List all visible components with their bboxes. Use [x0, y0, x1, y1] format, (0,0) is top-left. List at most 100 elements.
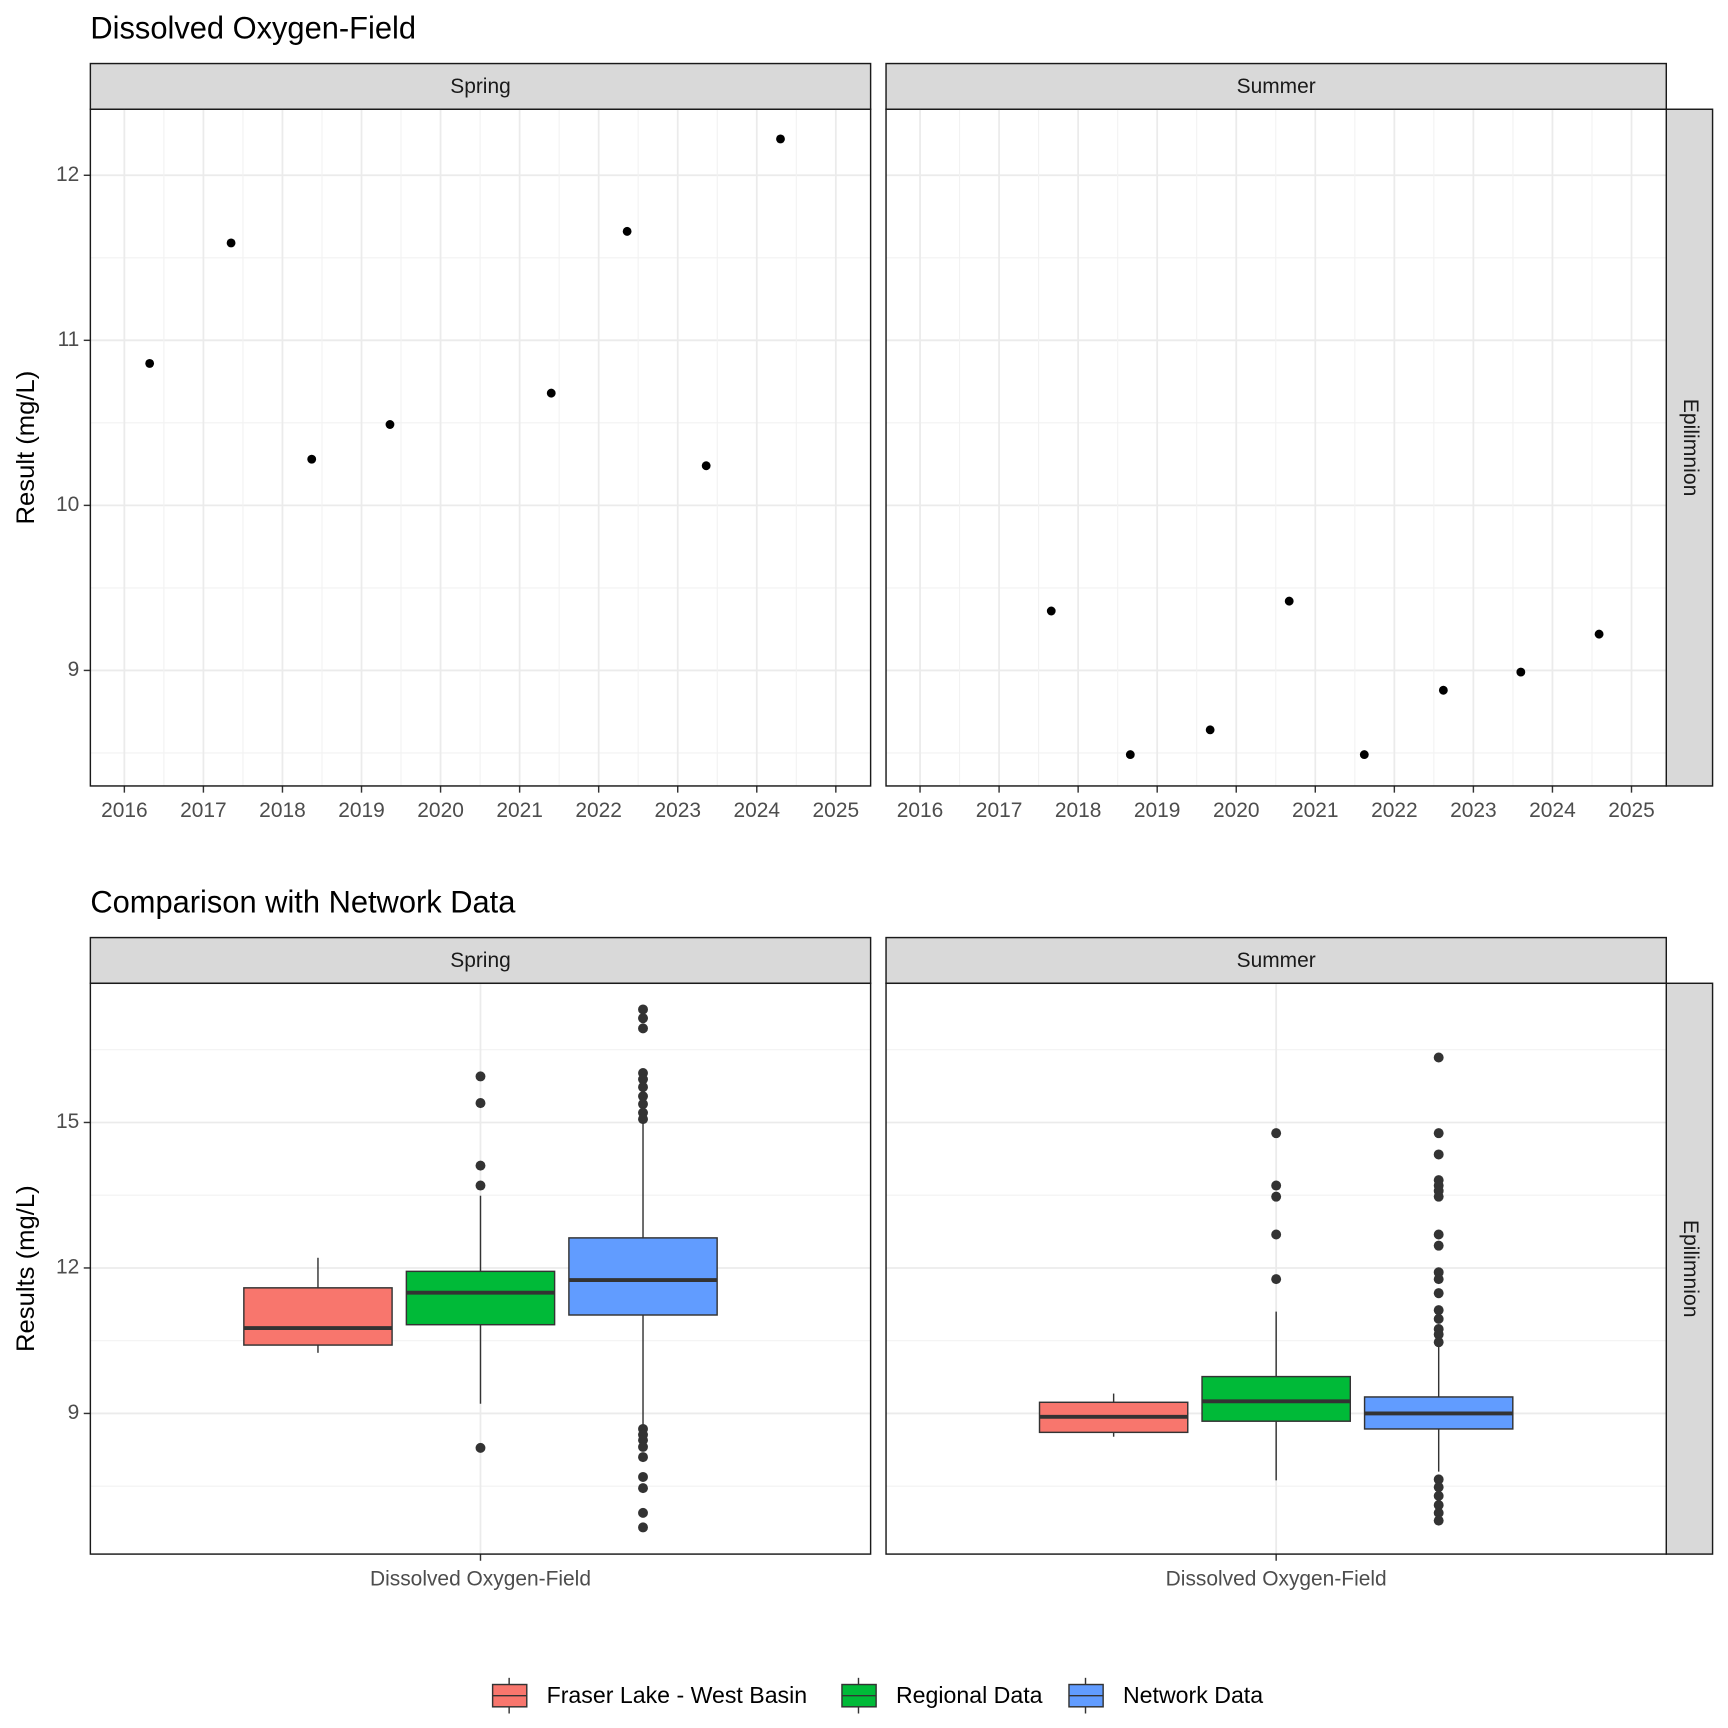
outlier: [1433, 1313, 1444, 1324]
point: [145, 358, 155, 368]
outlier: [1433, 1052, 1444, 1063]
outlier: [1271, 1191, 1282, 1202]
outlier: [638, 1082, 648, 1093]
outlier: [638, 1074, 648, 1085]
outlier: [638, 1507, 648, 1518]
x-tick-label: 2017: [976, 799, 1023, 822]
x-tick-label: 2018: [1055, 799, 1102, 822]
facet-strip: [89, 936, 872, 985]
outlier: [475, 1160, 486, 1171]
y-tick-label: 12: [56, 163, 79, 186]
outlier: [1433, 1474, 1444, 1485]
outlier: [638, 1522, 648, 1533]
outlier: [638, 1441, 648, 1452]
outlier: [638, 1023, 648, 1034]
y-tick-label: 9: [68, 1401, 80, 1424]
point: [546, 388, 556, 398]
outlier: [638, 1114, 648, 1125]
outlier: [638, 1099, 648, 1110]
outlier: [1433, 1490, 1444, 1501]
point: [1359, 750, 1369, 760]
x-tick-label: 2018: [259, 799, 306, 822]
outlier: [475, 1071, 486, 1082]
outlier: [1433, 1507, 1444, 1518]
x-tick-label: 2021: [1292, 799, 1339, 822]
x-tick-label: 2022: [1371, 799, 1418, 822]
x-tick-label: 2024: [733, 799, 780, 822]
y-tick-label: 11: [58, 328, 80, 351]
point: [622, 226, 632, 236]
outlier: [638, 1471, 648, 1482]
outlier: [475, 1098, 486, 1109]
panel-border: [89, 982, 872, 1555]
point: [1594, 629, 1604, 639]
x-tick-label: 2023: [1450, 799, 1497, 822]
point: [701, 461, 711, 471]
x-tick-label: 2016: [897, 799, 944, 822]
legend-label: Network Data: [1123, 1682, 1263, 1708]
outlier: [1433, 1500, 1444, 1511]
row-strip-label: Epilimnion: [1679, 1220, 1702, 1318]
row-strip-label: Epilimnion: [1679, 399, 1702, 497]
outlier: [1433, 1337, 1444, 1348]
x-tick-label: 2023: [654, 799, 701, 822]
facet-strip-label: Summer: [1237, 75, 1316, 98]
legend-label: Regional Data: [896, 1682, 1043, 1708]
facet-strip-label: Spring: [450, 949, 510, 972]
facet-strip: [89, 62, 872, 110]
facet-strip: [885, 936, 1668, 985]
outlier: [638, 1004, 648, 1015]
y-axis-label: Result (mg/L): [12, 371, 40, 525]
y-tick-label: 9: [68, 658, 80, 681]
row-strip: [1665, 108, 1714, 787]
box: [1201, 1375, 1352, 1422]
point: [1125, 750, 1135, 760]
x-tick-label: 2025: [1608, 799, 1655, 822]
x-tick-label: 2020: [1213, 799, 1260, 822]
outlier: [638, 1013, 648, 1024]
x-tick-label: 2019: [1134, 799, 1181, 822]
outlier: [1433, 1329, 1444, 1340]
x-tick-label: 2025: [813, 799, 860, 822]
legend-label: Fraser Lake - West Basin: [547, 1682, 808, 1708]
panel-border: [885, 982, 1668, 1555]
point: [1046, 606, 1056, 616]
outlier: [1271, 1128, 1282, 1139]
outlier: [1433, 1229, 1444, 1240]
outlier: [638, 1452, 648, 1463]
outlier: [1433, 1274, 1444, 1285]
panel-border: [89, 108, 872, 787]
box: [405, 1270, 556, 1326]
x-tick-label: 2017: [180, 799, 227, 822]
outlier: [475, 1442, 486, 1453]
outlier: [638, 1091, 648, 1102]
point: [307, 454, 317, 464]
x-tick-label: Dissolved Oxygen-Field: [370, 1567, 591, 1590]
outlier: [1433, 1191, 1444, 1202]
outlier: [1433, 1305, 1444, 1316]
outlier: [638, 1483, 648, 1494]
x-tick-label: 2024: [1529, 799, 1576, 822]
point: [385, 420, 395, 429]
y-tick-label: 15: [56, 1110, 79, 1133]
point: [1205, 725, 1215, 735]
box: [568, 1237, 718, 1316]
x-tick-label: 2021: [496, 799, 543, 822]
y-axis-label: Results (mg/L): [12, 1185, 40, 1352]
facet-strip-label: Spring: [450, 75, 510, 98]
y-tick-label: 12: [56, 1255, 79, 1278]
point: [776, 134, 785, 144]
outlier: [1433, 1482, 1444, 1493]
outlier: [1433, 1149, 1444, 1160]
y-tick-label: 10: [56, 493, 79, 516]
point: [1284, 596, 1294, 606]
outlier: [1433, 1240, 1444, 1251]
facet-strip-label: Summer: [1237, 949, 1316, 972]
outlier: [1271, 1274, 1282, 1285]
point: [1516, 667, 1526, 677]
point: [1438, 685, 1448, 695]
x-tick-label: Dissolved Oxygen-Field: [1166, 1567, 1387, 1590]
outlier: [1433, 1288, 1444, 1299]
outlier: [1271, 1229, 1282, 1240]
